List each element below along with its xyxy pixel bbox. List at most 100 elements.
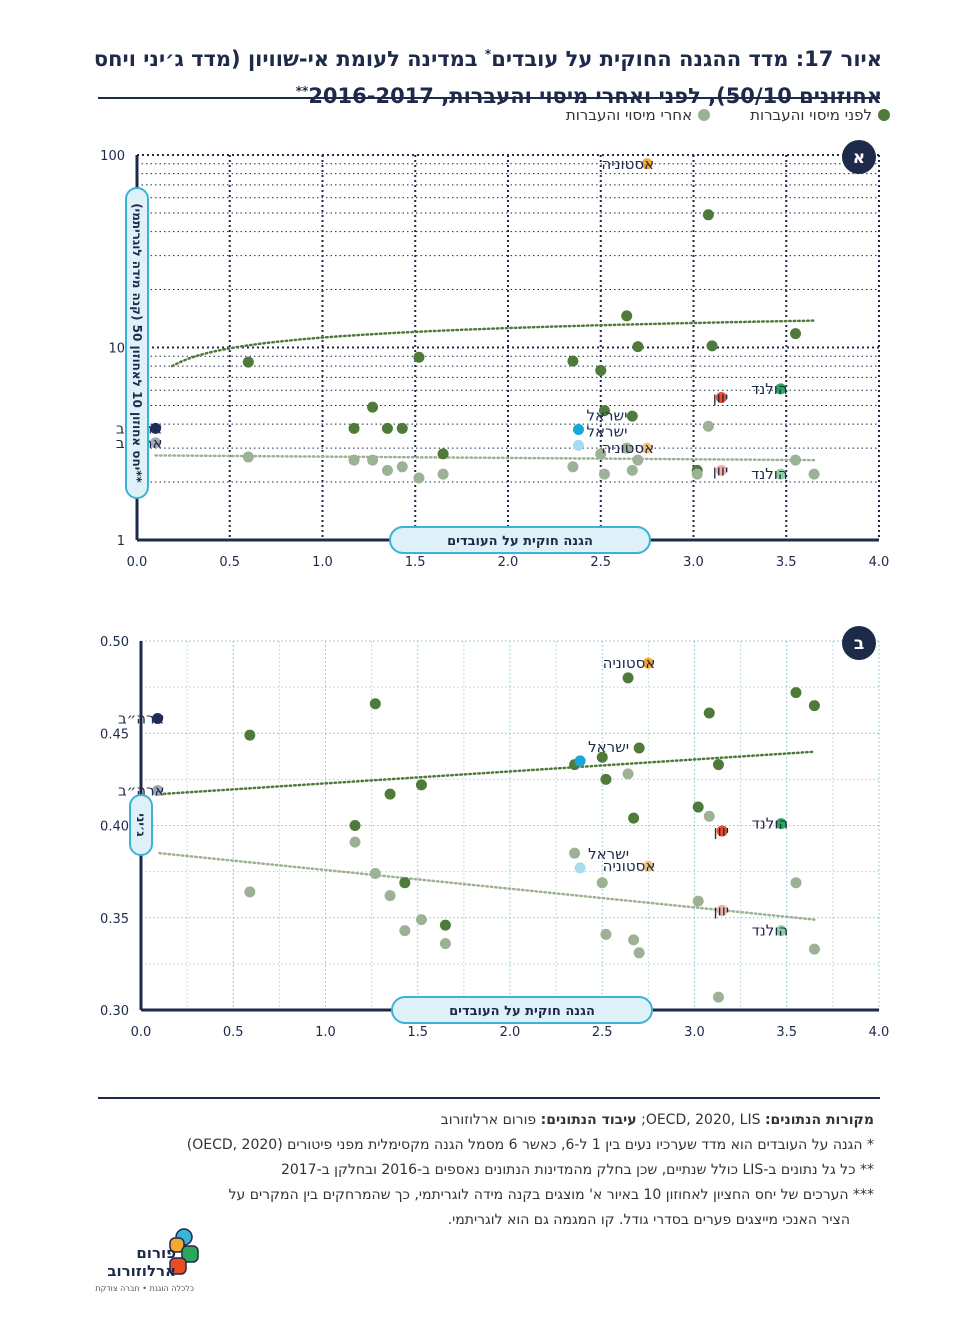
point-before <box>349 820 361 831</box>
point-before <box>692 801 704 813</box>
point-after <box>808 468 820 480</box>
legend-label-before: לפני מיסוי והעברות <box>750 106 872 124</box>
point-before <box>808 700 820 712</box>
y-tick-label: 10 <box>108 342 125 357</box>
point-before <box>621 310 633 322</box>
point-before <box>348 422 360 434</box>
point-after <box>703 810 715 822</box>
point-before <box>437 448 449 460</box>
x-tick-label: 3.5 <box>776 1025 797 1040</box>
processing-value: פורום ארלוזורוב <box>440 1112 541 1128</box>
point-before <box>702 209 714 221</box>
processing-label: עיבוד הנתונים: <box>540 1112 637 1128</box>
x-tick-label: 2.0 <box>498 555 519 570</box>
x-tick-label: 0.0 <box>131 1025 152 1040</box>
sources-line: מקורות הנתונים: OECD, 2020, LIS; עיבוד ה… <box>94 1108 874 1133</box>
logo-line1: פורום <box>136 1244 176 1262</box>
point-after <box>712 991 724 1003</box>
point-before <box>712 759 724 771</box>
point-before <box>242 356 254 368</box>
panel-badge-label: א <box>853 148 865 168</box>
title-divider <box>98 97 880 99</box>
x-tick-label: 1.5 <box>405 555 426 570</box>
point-before <box>626 410 638 422</box>
highlight-point <box>574 862 586 874</box>
note-2: ** כל גל נתונים ב-LIS כולל שנתיים, שכן ב… <box>280 1162 874 1178</box>
point-before <box>632 341 644 353</box>
country-label: יוון <box>714 901 730 919</box>
trendline-before <box>170 319 816 368</box>
title-mark2: ** <box>295 84 309 98</box>
country-label: ישראל <box>586 422 627 440</box>
point-after <box>595 448 607 460</box>
panel-badge <box>842 626 876 660</box>
point-after <box>242 451 254 463</box>
highlight-point <box>715 391 727 403</box>
country-label: ישראל <box>588 845 629 863</box>
point-before <box>622 672 634 684</box>
x-tick-label: 4.0 <box>869 1025 890 1040</box>
point-after <box>439 938 451 950</box>
point-after <box>598 468 610 480</box>
title-line1b: במדינה לעומת אי-שוויון (מדד ג׳יני ויחס <box>93 47 485 71</box>
x-tick-label: 0.5 <box>223 1025 244 1040</box>
trendline-before <box>158 750 816 796</box>
y-tick-label: 0.50 <box>100 635 129 650</box>
point-after <box>399 925 411 937</box>
country-label: ארה״ב <box>118 709 165 727</box>
point-before <box>381 422 393 434</box>
highlight-point <box>150 437 162 449</box>
point-before <box>367 401 379 413</box>
point-before <box>628 812 640 824</box>
highlight-point <box>716 825 728 837</box>
legend-item-before: לפני מיסוי והעברות <box>750 106 890 124</box>
y-tick-label: 0.35 <box>100 912 129 927</box>
y-tick-label: 0.45 <box>100 727 129 742</box>
point-before <box>600 773 612 785</box>
point-after <box>622 768 634 780</box>
point-after <box>415 914 427 926</box>
country-label: הולנד <box>751 465 788 483</box>
y-tick-label: 100 <box>100 149 125 164</box>
note-1: * הגנה על העובדים הוא מדד שערכיו נעים בי… <box>186 1137 874 1153</box>
logo-line2: ארלוזורוב <box>107 1262 176 1280</box>
point-before <box>396 422 408 434</box>
country-label: הולנד <box>752 922 789 940</box>
panel-badge <box>842 140 876 174</box>
point-after <box>349 836 361 848</box>
x-tick-label: 2.0 <box>500 1025 521 1040</box>
point-before <box>415 779 427 791</box>
country-label: הולנד <box>751 380 788 398</box>
point-after <box>596 877 608 889</box>
highlight-point <box>572 423 584 435</box>
point-after <box>626 464 638 476</box>
legend-dot-before <box>878 109 890 121</box>
point-after <box>790 454 802 466</box>
country-label: ישראל <box>586 406 627 424</box>
logo-mark-icon <box>169 1228 199 1275</box>
highlight-point <box>574 755 586 767</box>
chart-b: 0.0 0.5 1.0 1.5 2.0 2.5 3.0 3.5 4.0 0.30 0.35 0.40 0… <box>100 626 890 1040</box>
legend: לפני מיסוי והעברות אחרי מיסוי והעברות <box>566 106 890 124</box>
title-line1: איור 17: מדד ההגנה החוקית על עובדים <box>491 47 882 71</box>
highlight-point <box>641 158 653 170</box>
point-before <box>369 698 381 710</box>
point-after <box>413 472 425 484</box>
highlight-point <box>716 904 728 916</box>
point-before <box>413 351 425 363</box>
point-before <box>595 364 607 376</box>
country-label: יוון <box>713 388 729 406</box>
point-before <box>790 687 802 699</box>
notes: מקורות הנתונים: OECD, 2020, LIS; עיבוד ה… <box>94 1108 874 1233</box>
x-tick-label: 2.5 <box>592 1025 613 1040</box>
x-axis-label: הגנה חוקית על העובדים <box>449 1004 595 1019</box>
trendline-after <box>158 851 816 921</box>
point-after <box>437 468 449 480</box>
x-axis-label-box <box>389 526 651 554</box>
title-mark1: * <box>484 47 492 61</box>
y-tick-label: 1 <box>117 534 125 549</box>
x-tick-label: 0.5 <box>219 555 240 570</box>
y-tick-label: 0.30 <box>100 1004 129 1019</box>
country-label: יוון <box>713 461 729 479</box>
highlight-point <box>775 925 787 937</box>
